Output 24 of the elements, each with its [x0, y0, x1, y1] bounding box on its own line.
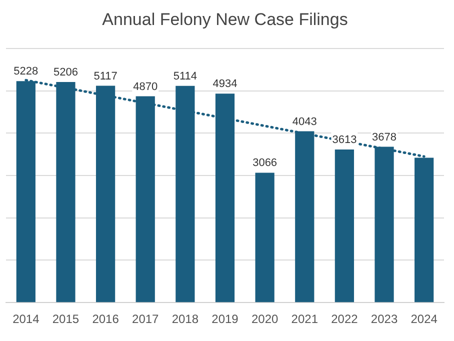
- x-tick-label: 2024: [410, 312, 438, 326]
- x-tick-label: 2022: [331, 312, 358, 326]
- data-label: 3678: [372, 131, 397, 144]
- x-tick-label: 2016: [92, 312, 120, 326]
- data-label: 4870: [133, 80, 158, 93]
- x-tick-label: 2023: [370, 312, 398, 326]
- bar: [334, 150, 354, 302]
- x-tick-label: 2015: [52, 312, 80, 326]
- data-label: 3613: [332, 134, 357, 146]
- x-tick-label: 2020: [251, 312, 278, 326]
- x-tick-label: 2017: [132, 312, 160, 326]
- data-label: 4934: [212, 78, 238, 90]
- data-label: 3066: [252, 157, 278, 170]
- data-label: 5117: [94, 70, 118, 82]
- x-tick-label: 2021: [291, 312, 318, 326]
- x-tick-label: 2019: [212, 312, 239, 326]
- x-tick-label: 2018: [172, 312, 199, 326]
- data-label: 5206: [53, 66, 78, 79]
- data-label: 5228: [14, 66, 38, 78]
- data-label: 5114: [173, 70, 198, 82]
- chart-title: Annual Felony New Case Filings: [102, 10, 348, 29]
- data-label: 4043: [292, 116, 317, 128]
- x-tick-label: 2014: [12, 312, 40, 326]
- bar: [255, 172, 274, 302]
